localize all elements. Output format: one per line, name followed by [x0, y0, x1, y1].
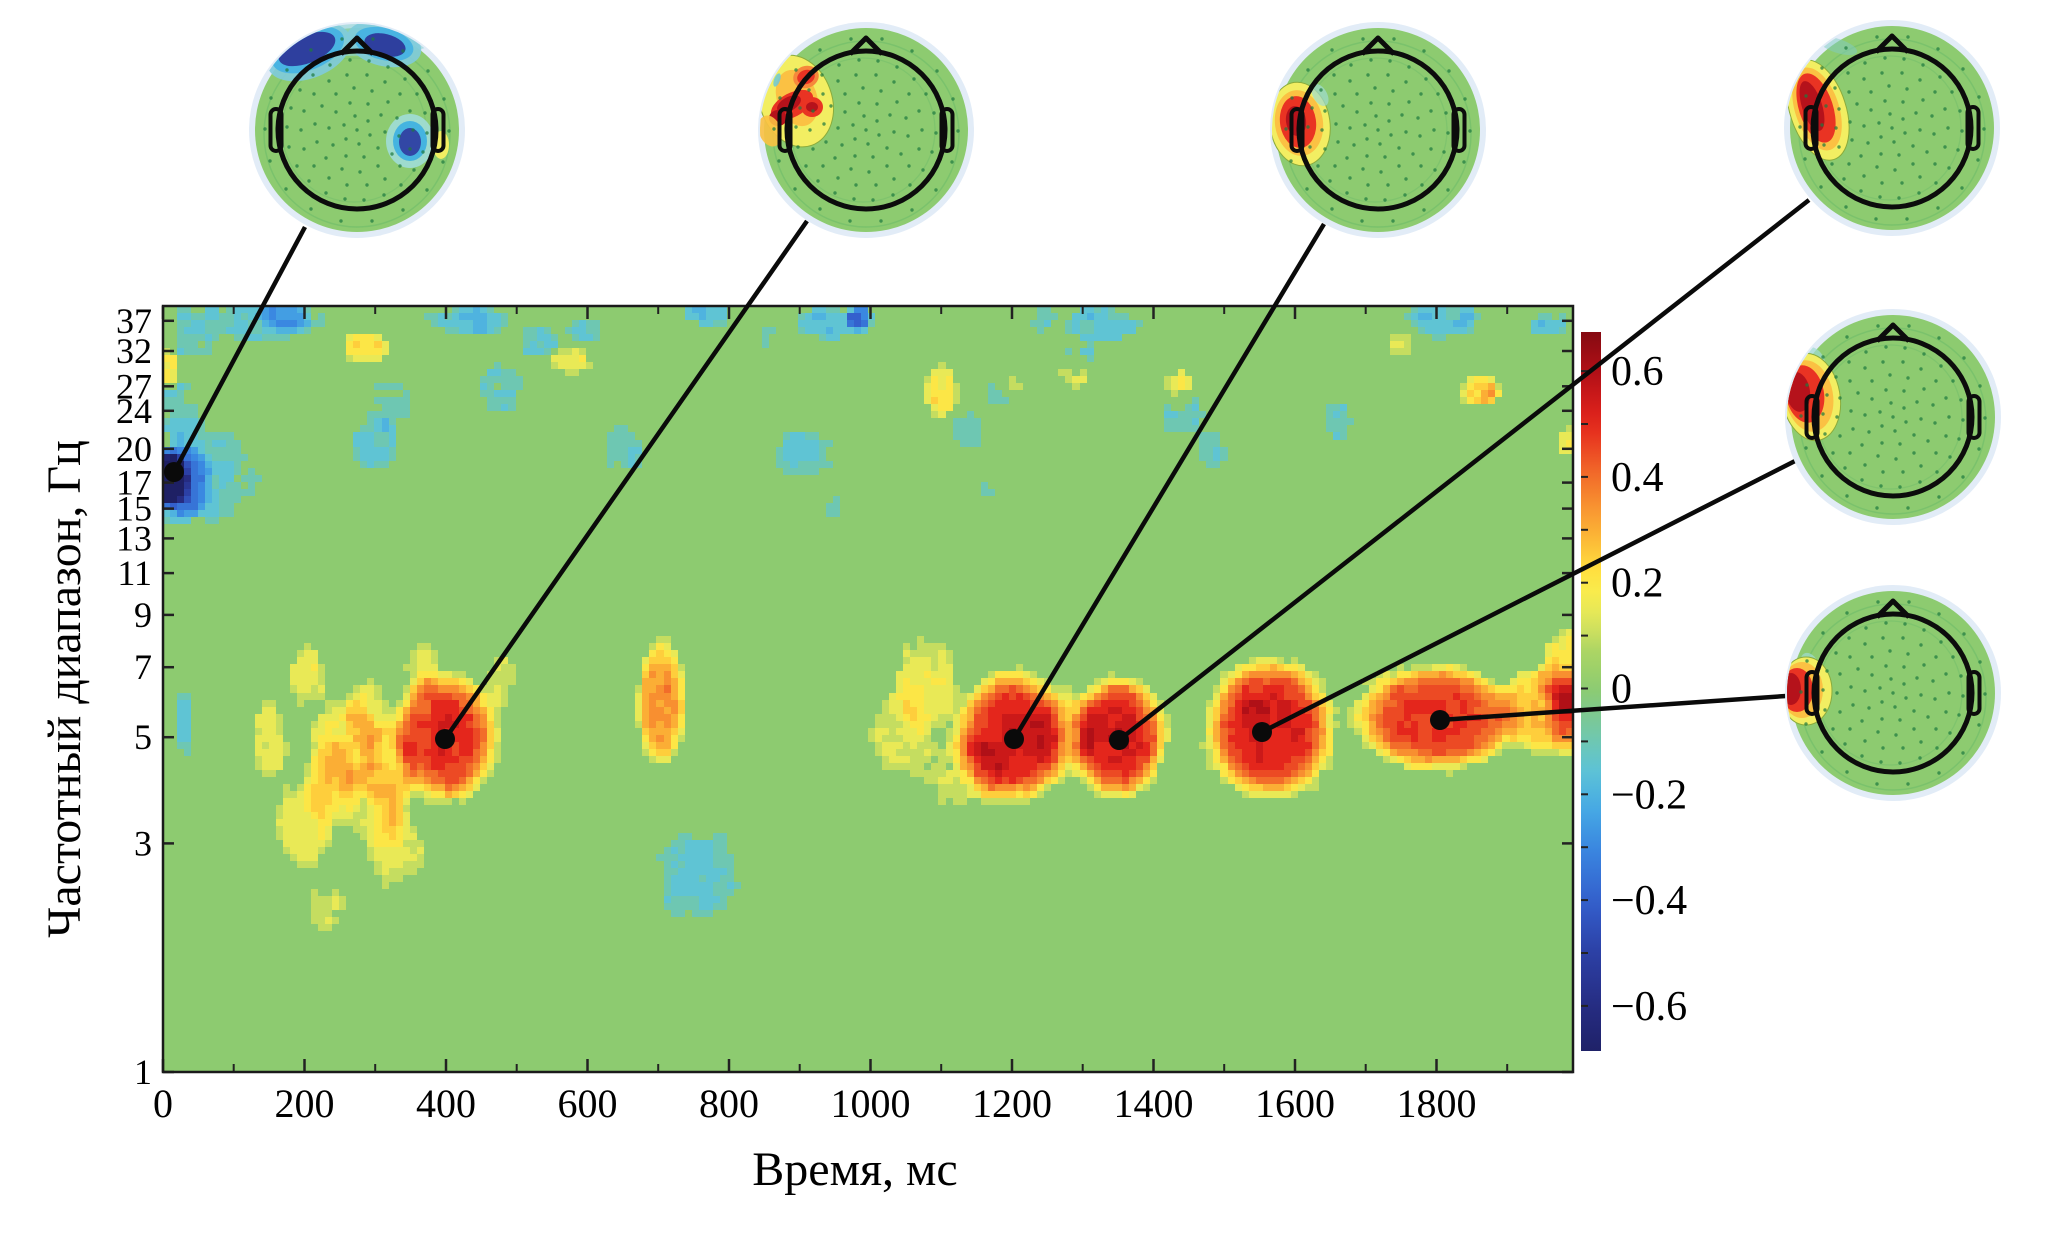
- svg-text:−0.6: −0.6: [1611, 984, 1687, 1030]
- svg-text:9: 9: [134, 595, 152, 635]
- svg-text:5: 5: [134, 717, 152, 757]
- svg-text:0: 0: [153, 1081, 173, 1126]
- svg-text:−0.4: −0.4: [1611, 878, 1687, 924]
- svg-text:17: 17: [116, 463, 152, 503]
- svg-text:1: 1: [134, 1052, 152, 1092]
- svg-text:15: 15: [116, 489, 152, 529]
- svg-text:Время, мс: Время, мс: [752, 1143, 957, 1196]
- svg-text:24: 24: [116, 391, 152, 431]
- svg-text:1000: 1000: [831, 1081, 911, 1126]
- svg-text:32: 32: [116, 331, 152, 371]
- svg-text:37: 37: [116, 301, 152, 341]
- svg-text:0.4: 0.4: [1611, 455, 1664, 501]
- svg-text:1400: 1400: [1114, 1081, 1194, 1126]
- svg-text:1800: 1800: [1397, 1081, 1477, 1126]
- svg-text:1200: 1200: [972, 1081, 1052, 1126]
- svg-text:20: 20: [116, 429, 152, 469]
- svg-text:−0.2: −0.2: [1611, 772, 1687, 818]
- svg-text:3: 3: [134, 823, 152, 863]
- svg-text:1600: 1600: [1255, 1081, 1335, 1126]
- svg-text:0.6: 0.6: [1611, 349, 1664, 395]
- svg-text:13: 13: [116, 518, 152, 558]
- svg-text:0.2: 0.2: [1611, 561, 1664, 607]
- svg-text:200: 200: [275, 1081, 335, 1126]
- svg-text:0: 0: [1611, 667, 1632, 713]
- svg-text:27: 27: [116, 366, 152, 406]
- svg-text:7: 7: [134, 647, 152, 687]
- svg-text:400: 400: [416, 1081, 476, 1126]
- svg-text:600: 600: [558, 1081, 618, 1126]
- svg-text:11: 11: [117, 553, 152, 593]
- svg-text:800: 800: [699, 1081, 759, 1126]
- svg-text:Частотный диапазон, Гц: Частотный диапазон, Гц: [38, 440, 91, 938]
